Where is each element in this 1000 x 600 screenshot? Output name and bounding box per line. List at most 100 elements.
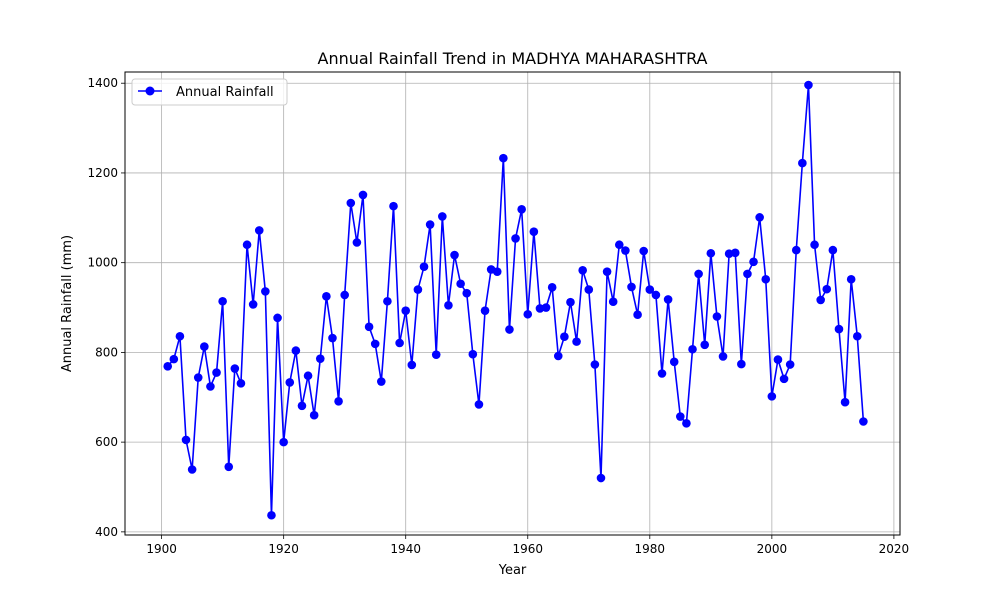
data-point <box>523 309 533 319</box>
data-point <box>608 297 618 307</box>
data-point <box>218 296 227 306</box>
legend: Annual Rainfall <box>131 78 288 106</box>
data-point <box>621 246 630 255</box>
data-point <box>596 473 606 483</box>
data-point <box>804 80 813 90</box>
data-point <box>584 285 594 294</box>
data-point <box>767 392 777 401</box>
y-axis-label: Annual Rainfall (mm) <box>60 235 75 372</box>
data-point <box>657 369 667 378</box>
legend-marker <box>145 86 155 96</box>
data-point <box>553 351 563 361</box>
data-point <box>779 374 789 384</box>
data-point <box>852 331 862 341</box>
data-point <box>816 295 825 305</box>
data-point <box>315 354 325 363</box>
plot-frame <box>124 71 901 536</box>
data-point <box>810 240 819 250</box>
data-point <box>364 322 374 332</box>
data-point <box>773 355 783 364</box>
data-point <box>730 248 740 258</box>
data-point <box>383 296 392 306</box>
data-point <box>590 360 600 369</box>
data-point <box>669 357 679 367</box>
data-point <box>468 349 478 359</box>
data-point <box>377 377 386 386</box>
data-point <box>840 397 850 407</box>
data-point <box>572 337 581 346</box>
data-point <box>785 360 795 369</box>
data-point <box>517 204 526 214</box>
data-point <box>511 234 520 243</box>
series-layer <box>163 80 868 520</box>
data-point <box>651 290 661 300</box>
data-point <box>645 285 655 294</box>
data-point <box>352 238 362 247</box>
data-point <box>395 338 404 348</box>
data-point <box>480 306 490 315</box>
data-point <box>499 153 508 163</box>
data-point <box>389 201 398 211</box>
data-point <box>346 198 356 208</box>
x-tick-label: 1900 <box>146 542 177 556</box>
grid <box>125 72 900 535</box>
data-point <box>169 354 179 364</box>
data-point <box>859 417 868 426</box>
data-point <box>822 284 832 294</box>
data-point <box>706 248 716 258</box>
data-point <box>303 371 313 381</box>
data-point <box>492 267 502 276</box>
data-point <box>639 246 648 256</box>
data-point <box>407 360 417 370</box>
data-point <box>676 412 685 421</box>
y-tick-label: 1200 <box>87 166 118 180</box>
data-point <box>791 245 801 255</box>
data-point <box>602 267 612 276</box>
data-point <box>297 401 307 411</box>
data-point <box>505 325 514 334</box>
y-axis: 400 600 800 1000 1200 1400 <box>87 76 125 539</box>
data-point <box>761 274 771 284</box>
data-point <box>560 332 569 342</box>
data-point <box>200 342 209 351</box>
data-point <box>566 297 575 307</box>
data-point <box>846 274 856 284</box>
data-point <box>450 250 459 260</box>
data-point <box>444 300 453 310</box>
data-point <box>755 213 764 222</box>
data-point <box>328 333 337 343</box>
data-point <box>419 262 429 272</box>
data-point <box>627 282 636 292</box>
data-point <box>224 462 234 472</box>
data-point <box>578 266 587 275</box>
data-point <box>712 312 722 321</box>
data-point <box>230 364 240 373</box>
data-point <box>718 352 728 361</box>
y-tick-label: 400 <box>95 525 118 539</box>
data-point <box>291 346 301 355</box>
data-point <box>474 400 484 409</box>
y-tick-label: 1400 <box>87 76 118 90</box>
data-point <box>340 290 349 300</box>
data-point <box>322 292 331 301</box>
data-point <box>462 288 472 298</box>
data-point <box>737 359 746 369</box>
x-tick-label: 1960 <box>512 542 543 556</box>
data-point <box>370 339 380 349</box>
data-point <box>743 269 752 279</box>
data-point <box>633 310 642 320</box>
y-tick-label: 800 <box>95 345 118 359</box>
data-point <box>456 279 465 289</box>
data-point <box>206 382 215 391</box>
data-point <box>438 212 447 221</box>
legend-box <box>131 78 288 106</box>
data-point <box>798 158 807 168</box>
y-tick-label: 1000 <box>87 256 118 270</box>
data-point <box>193 373 203 382</box>
data-point <box>273 313 282 323</box>
x-axis-label: Year <box>498 563 527 578</box>
data-point <box>401 306 411 315</box>
data-point <box>749 257 758 267</box>
data-point <box>700 340 710 350</box>
